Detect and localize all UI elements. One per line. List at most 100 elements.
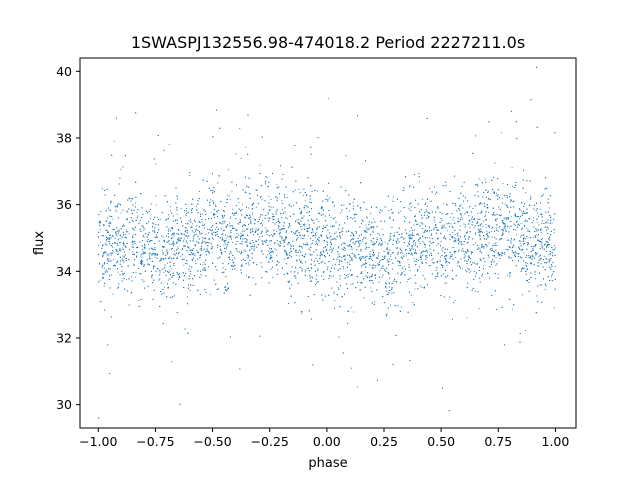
scatter-point	[474, 270, 476, 273]
scatter-point	[131, 276, 133, 278]
scatter-point	[491, 228, 493, 230]
scatter-point	[390, 255, 392, 257]
scatter-point	[177, 246, 179, 248]
scatter-point	[223, 244, 225, 246]
scatter-point	[405, 255, 407, 257]
scatter-point	[413, 244, 415, 246]
scatter-point	[99, 241, 101, 243]
scatter-point	[369, 256, 371, 258]
scatter-point	[152, 252, 154, 254]
scatter-point	[537, 216, 539, 218]
scatter-point	[141, 256, 143, 258]
scatter-point	[326, 200, 328, 202]
scatter-point	[521, 227, 524, 229]
scatter-point	[496, 245, 498, 247]
scatter-point	[123, 278, 125, 280]
scatter-point	[243, 249, 245, 251]
scatter-point	[511, 308, 513, 310]
scatter-point	[497, 273, 499, 275]
scatter-point	[341, 234, 343, 236]
scatter-point	[394, 232, 396, 234]
scatter-point	[450, 216, 452, 219]
scatter-point	[512, 185, 514, 187]
scatter-point	[495, 194, 497, 196]
scatter-point	[482, 203, 484, 205]
scatter-point	[408, 233, 410, 235]
scatter-point	[294, 189, 296, 191]
scatter-point	[208, 250, 210, 252]
scatter-point	[383, 257, 385, 259]
scatter-point	[112, 293, 114, 295]
scatter-point	[234, 227, 236, 230]
scatter-point	[413, 257, 415, 259]
scatter-point	[479, 248, 481, 250]
scatter-point	[98, 244, 100, 246]
scatter-point	[122, 273, 124, 275]
scatter-point	[331, 264, 333, 266]
scatter-point	[143, 236, 145, 238]
scatter-point	[481, 245, 483, 247]
scatter-point	[246, 240, 248, 242]
scatter-point	[205, 233, 207, 235]
scatter-point	[300, 237, 302, 239]
scatter-point	[548, 207, 551, 209]
scatter-point	[283, 241, 285, 243]
scatter-point	[253, 246, 255, 248]
scatter-point	[232, 266, 234, 268]
scatter-point	[479, 225, 481, 227]
scatter-point	[357, 386, 359, 388]
scatter-point	[553, 245, 556, 247]
scatter-point	[429, 187, 431, 189]
scatter-point	[466, 317, 468, 319]
scatter-point	[401, 236, 404, 238]
scatter-point	[510, 221, 512, 223]
scatter-point	[541, 246, 543, 248]
scatter-point	[495, 192, 497, 194]
scatter-point	[283, 258, 285, 260]
scatter-point	[317, 268, 319, 270]
scatter-point	[239, 128, 241, 130]
scatter-point	[214, 204, 216, 206]
scatter-point	[202, 236, 204, 238]
scatter-point	[266, 233, 268, 236]
scatter-point	[215, 228, 217, 231]
scatter-point	[491, 231, 493, 233]
scatter-point	[177, 237, 179, 239]
scatter-point	[417, 223, 419, 225]
scatter-point	[198, 190, 201, 192]
scatter-point	[251, 248, 253, 250]
scatter-point	[526, 262, 528, 264]
scatter-point	[194, 260, 196, 262]
scatter-point	[354, 242, 356, 244]
scatter-point	[372, 244, 374, 246]
scatter-point	[309, 254, 312, 256]
scatter-point	[208, 253, 210, 255]
scatter-point	[281, 236, 283, 238]
scatter-point	[261, 198, 263, 200]
scatter-point	[496, 227, 498, 229]
scatter-point	[382, 267, 384, 270]
scatter-point	[293, 204, 295, 206]
scatter-point	[494, 236, 496, 239]
scatter-point	[501, 214, 503, 216]
scatter-point	[170, 244, 172, 246]
scatter-point	[463, 253, 465, 255]
scatter-point	[264, 227, 266, 229]
scatter-point	[240, 232, 242, 234]
scatter-point	[316, 231, 318, 233]
scatter-point	[551, 222, 553, 224]
scatter-point	[142, 234, 144, 236]
scatter-point	[244, 237, 247, 239]
scatter-point	[473, 227, 475, 229]
scatter-point	[276, 255, 278, 257]
scatter-point	[335, 231, 337, 233]
scatter-point	[241, 259, 243, 262]
scatter-point	[131, 235, 134, 237]
scatter-point	[393, 291, 395, 294]
scatter-point	[483, 265, 485, 267]
scatter-point	[249, 230, 251, 232]
scatter-point	[458, 250, 460, 252]
scatter-point	[240, 250, 242, 252]
scatter-point	[245, 146, 247, 148]
